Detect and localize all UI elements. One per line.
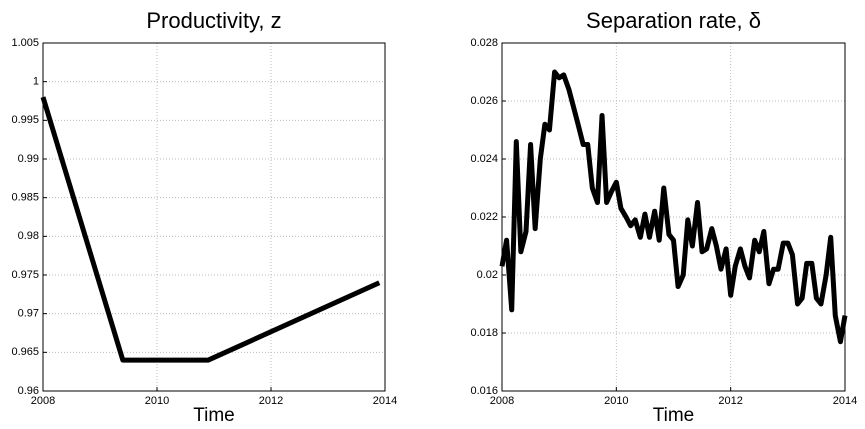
- y-tick-label: 0.985: [11, 192, 39, 204]
- x-tick-label: 2012: [259, 395, 283, 407]
- x-tick-label: 2010: [145, 395, 169, 407]
- y-tick-label: 0.97: [18, 308, 39, 320]
- x-tick-label: 2010: [604, 395, 628, 407]
- y-tick-label: 0.975: [11, 269, 39, 281]
- y-tick-label: 0.026: [470, 95, 498, 107]
- y-tick-label: 0.022: [470, 211, 498, 223]
- x-axis-label: Time: [653, 405, 695, 426]
- data-line: [499, 69, 848, 345]
- y-tick-label: 0.016: [470, 385, 498, 397]
- y-tick-label: 1.005: [11, 37, 39, 49]
- y-tick-label: 1: [33, 76, 39, 88]
- chart-title: Separation rate, δ: [586, 8, 761, 33]
- plot-frame: [501, 42, 846, 392]
- data-line: [40, 96, 381, 363]
- y-tick-label: 0.018: [470, 327, 498, 339]
- y-tick-label: 0.96: [18, 385, 39, 397]
- y-tick-label: 0.024: [470, 153, 498, 165]
- x-tick-label: 2008: [31, 395, 55, 407]
- y-tick-label: 0.995: [11, 114, 39, 126]
- plot-frame: [42, 42, 386, 392]
- y-tick-label: 0.98: [18, 230, 39, 242]
- y-tick-label: 0.02: [477, 269, 498, 281]
- plot-area: [42, 42, 386, 392]
- chart-title: Productivity, z: [146, 8, 281, 33]
- y-tick-label: 0.965: [11, 346, 39, 358]
- y-tick-label: 0.028: [470, 37, 498, 49]
- x-tick-label: 2008: [490, 395, 514, 407]
- x-tick-label: 2014: [833, 395, 857, 407]
- y-tick-label: 0.99: [18, 153, 39, 165]
- x-axis-label: Time: [193, 405, 235, 426]
- x-tick-label: 2012: [718, 395, 742, 407]
- x-tick-label: 2014: [373, 395, 397, 407]
